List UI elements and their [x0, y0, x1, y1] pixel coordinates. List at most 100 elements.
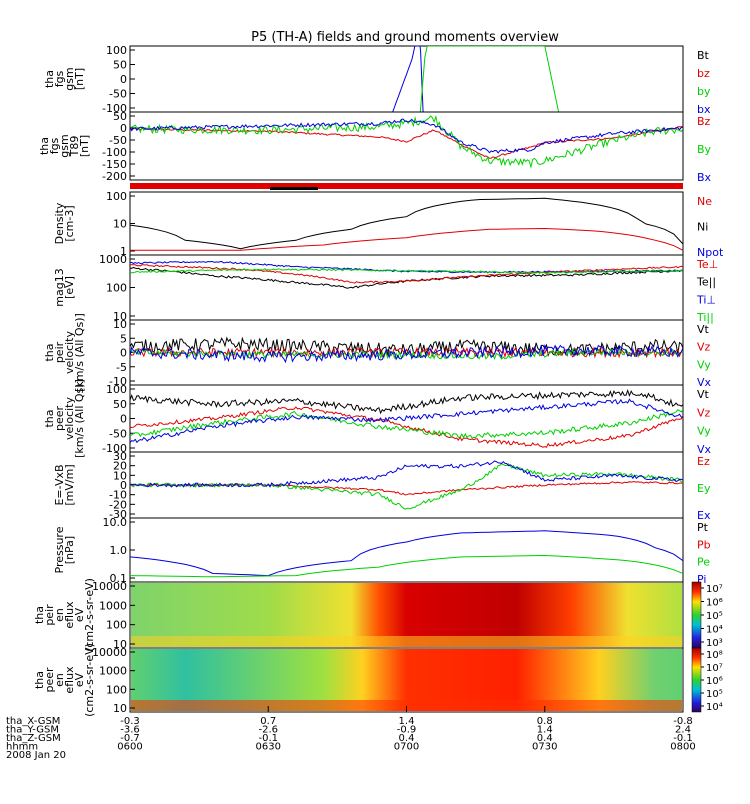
y-tick-label: 10	[113, 469, 127, 482]
axis-tick-label: 0600	[117, 742, 142, 753]
y-tick-label: -20	[109, 498, 127, 511]
y-tick-label: 0	[120, 73, 127, 86]
axis-date: 2008 Jan 20	[6, 750, 66, 761]
y-tick-label: -200	[102, 170, 127, 183]
legend-Te⊥: Te⊥	[696, 258, 718, 271]
y-tick-label: 0	[120, 479, 127, 492]
legend-Vy: Vy	[697, 425, 711, 438]
legend-by: by	[697, 85, 711, 98]
legend-Vt: Vt	[697, 388, 710, 401]
series-Ti2	[130, 268, 683, 274]
axis-tick-label: 0.7	[260, 716, 276, 727]
panel-frame	[129, 111, 684, 181]
series-Vt	[130, 388, 683, 415]
colorbar-label: 10⁸	[706, 650, 723, 661]
series-Vy	[130, 408, 683, 439]
y-tick-label: 100	[106, 282, 127, 295]
y-tick-label: 100	[106, 190, 127, 203]
y-tick-label: 30	[113, 450, 127, 463]
legend-Ey: Ey	[697, 482, 711, 495]
colorbar-scale	[691, 581, 702, 649]
y-tick-label: 1000	[99, 253, 127, 266]
series-Pi	[130, 530, 683, 577]
series-Pe	[130, 554, 683, 578]
legend-Ti⊥: Ti⊥	[696, 293, 716, 306]
y-tick-label: 10.0	[103, 516, 128, 529]
y-axis-label: thapeervelocity[km/s (All Qs)]	[43, 379, 86, 458]
axis-tick-label: 0.4	[537, 733, 553, 744]
y-tick-label: -100	[102, 442, 127, 455]
panel-temp: 1000 100 10 mag13[eV] Te⊥ Te|| Ti⊥ Ti||	[53, 253, 718, 324]
y-tick-label: -150	[102, 158, 127, 171]
colorbar-label: 10⁵	[706, 611, 723, 622]
panel-frame	[129, 191, 684, 256]
panel-fgl: 500-50-100-150-200 thafgsgsmT89[nT] Bz By Bx	[38, 110, 712, 184]
series-bx	[392, 46, 424, 112]
colorbar: 10⁸ 10⁷ 10⁶ 10⁵ 10⁴	[691, 647, 723, 713]
axis-tick-label: 0.8	[537, 716, 553, 727]
series-By	[130, 114, 683, 169]
orbit-bar	[130, 183, 683, 189]
colorbar-label: 10⁴	[706, 625, 723, 636]
colorbar-scale	[691, 647, 702, 713]
series-by	[419, 46, 560, 112]
colorbar-label: 10⁷	[706, 584, 723, 595]
legend-Vt: Vt	[697, 323, 710, 336]
legend-Ni: Ni	[697, 221, 708, 234]
legend-Ez: Ez	[697, 455, 710, 468]
axis-tick-label: 1.4	[399, 716, 415, 727]
panel-frame	[129, 45, 684, 113]
y-tick-label: -5	[116, 361, 127, 374]
y-axis-label: E=-VxB[mV/m]	[53, 464, 76, 505]
chart-title: P5 (TH-A) fields and ground moments over…	[251, 30, 559, 45]
legend-Ne: Ne	[697, 195, 712, 208]
legend-Vx: Vx	[697, 376, 712, 389]
y-axis-label: thafgsgsm[nT]	[43, 67, 86, 90]
series-Ey	[130, 463, 683, 510]
panel-frame	[129, 254, 684, 321]
y-axis-label: thapeirenefluxeV(cm2-s-sr-eV)	[33, 578, 96, 652]
y-tick-label: 100	[106, 683, 127, 696]
y-tick-label: 0	[120, 122, 127, 135]
colorbar-label: 10⁴	[706, 702, 723, 713]
y-tick-label: 50	[113, 59, 127, 72]
y-tick-label: 20	[113, 460, 127, 473]
legend-Vz: Vz	[697, 341, 711, 354]
orbit-marker	[270, 187, 318, 190]
axis-tick-label: -0.9	[397, 725, 417, 736]
axis-tick-label: -0.1	[258, 733, 278, 744]
colorbar-label: 10⁶	[706, 676, 723, 687]
legend-Te||: Te||	[696, 276, 716, 289]
axis-tick-label: 0800	[670, 742, 695, 753]
legend-Bt: Bt	[697, 49, 710, 62]
y-axis-label: thafgsgsmT89[nT]	[38, 134, 91, 157]
legend-Ex: Ex	[697, 509, 711, 522]
colorbar-label: 10⁶	[706, 598, 723, 609]
colorbar-label: 10⁵	[706, 689, 723, 700]
panel-peer_en: 10⁸ 10⁷ 10⁶ 10⁵ 10⁴ 10000 1000 100 10 thapeerenef…	[33, 643, 723, 717]
y-tick-label: 1.0	[110, 544, 128, 557]
y-tick-label: 0	[120, 347, 127, 360]
y-tick-label: 10	[113, 218, 127, 231]
legend-bz: bz	[697, 67, 710, 80]
colorbar-label: 10⁷	[706, 663, 723, 674]
y-tick-label: 10	[113, 310, 127, 323]
axis-tick-label: -0.1	[673, 733, 693, 744]
legend-Pe: Pe	[697, 556, 710, 569]
legend-Pt: Pt	[697, 521, 709, 534]
legend-Vz: Vz	[697, 406, 711, 419]
axis-tick-label: -2.6	[258, 725, 278, 736]
axis-tick-label: 2.4	[675, 725, 691, 736]
y-tick-label: 10	[113, 702, 127, 715]
y-tick-label: 1	[120, 245, 127, 258]
panel-fgs: 100 500 -50-100 thafgsgsm[nT] Bt bz by bx	[43, 44, 711, 116]
y-tick-label: 0.1	[110, 572, 128, 585]
legend-Ti||: Ti||	[696, 311, 714, 324]
colorbar: 10⁷ 10⁶ 10⁵ 10⁴ 10³	[691, 581, 723, 649]
y-tick-label: 100	[106, 44, 127, 57]
legend-Bz: Bz	[697, 115, 711, 128]
axis-tick-label: -0.7	[120, 733, 140, 744]
y-axis-label: Density[cm-3]	[53, 202, 76, 244]
axis-row-label: tha_Y-GSM	[6, 725, 59, 736]
